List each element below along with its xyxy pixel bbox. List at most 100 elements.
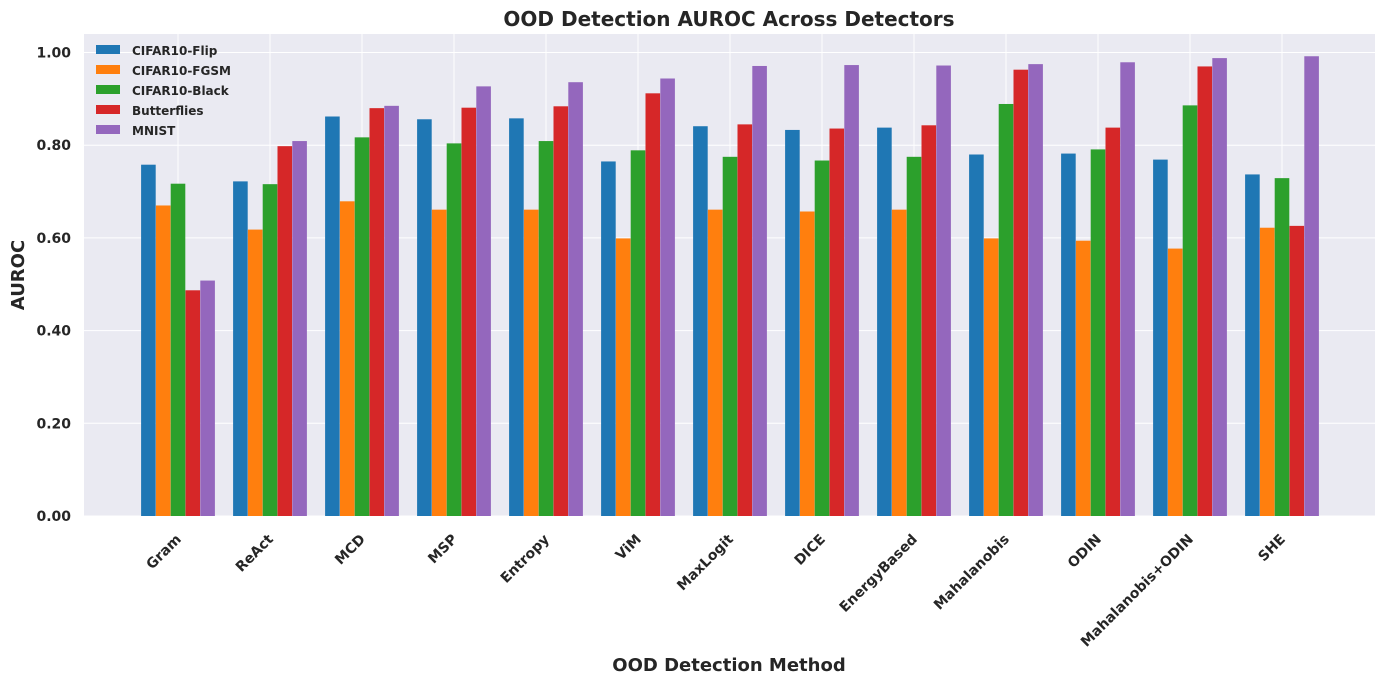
bar-butterflies (369, 108, 385, 517)
bar-cifar10-black (630, 150, 646, 516)
x-tick-label: EnergyBased (837, 532, 921, 616)
x-tick-label: ODIN (1065, 532, 1105, 572)
bar-mnist (568, 82, 583, 516)
bar-mnist (292, 141, 307, 516)
x-tick-label: MSP (425, 532, 461, 568)
bar-cifar10-flip (141, 164, 156, 516)
bar-cifar10-fgsm (1167, 248, 1183, 516)
bar-cifar10-flip (1245, 174, 1260, 517)
x-tick-label: Gram (144, 532, 185, 573)
legend-label: Butterflies (132, 104, 204, 118)
bar-mnist (1212, 58, 1227, 516)
bar-butterflies (277, 146, 293, 516)
bar-cifar10-flip (417, 119, 432, 517)
bar-mnist (660, 78, 675, 516)
y-tick-label: 0.00 (36, 509, 71, 525)
bar-cifar10-fgsm (799, 211, 815, 516)
bar-cifar10-black (262, 184, 278, 516)
bar-mnist (1120, 62, 1135, 517)
bar-mnist (476, 86, 491, 516)
legend-label: CIFAR10-FGSM (132, 64, 231, 78)
x-tick-label: SHE (1255, 532, 1288, 565)
bar-cifar10-black (998, 103, 1014, 516)
x-tick-labels: Gram ReAct MCD MSP Entropy ViM MaxLogit DICE Ene… (144, 531, 1289, 650)
y-tick-labels: 0.00 0.20 0.40 0.60 0.80 1.00 (36, 46, 71, 525)
legend: CIFAR10-Flip CIFAR10-FGSM CIFAR10-Black But… (96, 44, 231, 138)
legend-swatch (96, 105, 120, 114)
bar-cifar10-flip (969, 154, 984, 516)
bar-mnist (752, 65, 767, 516)
bar-cifar10-flip (693, 126, 708, 516)
chart-title: OOD Detection AUROC Across Detectors (503, 7, 954, 31)
bar-mnist (1304, 56, 1319, 516)
bar-mnist (1028, 64, 1043, 516)
bar-cifar10-fgsm (1259, 227, 1275, 516)
bar-mnist (200, 280, 215, 516)
x-tick-label: MCD (332, 532, 369, 569)
bar-butterflies (645, 93, 661, 517)
legend-swatch (96, 65, 120, 74)
x-tick-label: ViM (613, 532, 645, 564)
legend-label: CIFAR10-Black (132, 84, 230, 98)
legend-label: CIFAR10-Flip (132, 44, 218, 58)
bar-butterflies (1105, 127, 1121, 516)
y-axis-label: AUROC (8, 240, 29, 310)
bar-cifar10-black (906, 156, 922, 516)
bar-cifar10-flip (1061, 153, 1076, 517)
bar-butterflies (829, 128, 845, 517)
bar-cifar10-black (1274, 178, 1290, 516)
bar-butterflies (553, 106, 569, 517)
bar-cifar10-fgsm (615, 238, 631, 516)
bar-butterflies (1013, 69, 1029, 517)
bar-cifar10-fgsm (707, 209, 723, 516)
legend-swatch (96, 125, 120, 134)
bar-cifar10-fgsm (247, 229, 263, 517)
bar-cifar10-flip (325, 116, 340, 516)
legend-swatch (96, 45, 120, 54)
bar-cifar10-fgsm (523, 209, 539, 516)
bar-butterflies (185, 290, 201, 516)
bar-cifar10-fgsm (1075, 240, 1091, 516)
x-tick-label: Entropy (498, 532, 553, 587)
bar-cifar10-black (170, 183, 186, 517)
y-tick-label: 0.80 (36, 138, 71, 154)
bar-cifar10-black (722, 156, 738, 516)
bar-cifar10-flip (601, 161, 616, 517)
bar-mnist (936, 65, 951, 516)
y-tick-label: 0.60 (36, 231, 71, 247)
bar-cifar10-fgsm (155, 205, 171, 516)
bars-layer (141, 56, 1319, 517)
x-tick-label: ReAct (233, 531, 277, 575)
bar-cifar10-fgsm (983, 238, 999, 516)
y-tick-label: 1.00 (36, 46, 71, 62)
bar-cifar10-flip (785, 129, 800, 517)
bar-cifar10-black (1090, 149, 1106, 516)
bar-cifar10-flip (1153, 159, 1168, 516)
bar-cifar10-flip (877, 127, 892, 516)
bar-butterflies (1197, 66, 1213, 516)
bar-cifar10-flip (233, 181, 248, 516)
y-tick-label: 0.20 (36, 416, 71, 432)
bar-mnist (384, 105, 399, 516)
bar-cifar10-black (1182, 105, 1198, 516)
bar-mnist (844, 65, 859, 516)
bar-butterflies (737, 124, 753, 516)
bar-cifar10-fgsm (431, 209, 447, 516)
x-axis-label: OOD Detection Method (612, 655, 845, 676)
bar-cifar10-black (446, 143, 462, 516)
bar-cifar10-black (538, 141, 554, 516)
bar-cifar10-fgsm (339, 201, 355, 516)
x-tick-label: Mahalanobis (931, 532, 1013, 614)
bar-butterflies (1289, 225, 1305, 516)
bar-cifar10-fgsm (891, 209, 907, 516)
legend-swatch (96, 85, 120, 94)
bar-butterflies (921, 125, 937, 516)
bar-cifar10-black (354, 137, 370, 516)
bar-cifar10-flip (509, 118, 524, 516)
bar-butterflies (461, 107, 477, 517)
legend-label: MNIST (132, 124, 176, 138)
bar-cifar10-black (814, 160, 830, 516)
x-tick-label: MaxLogit (674, 531, 737, 594)
x-tick-label: DICE (792, 532, 829, 569)
